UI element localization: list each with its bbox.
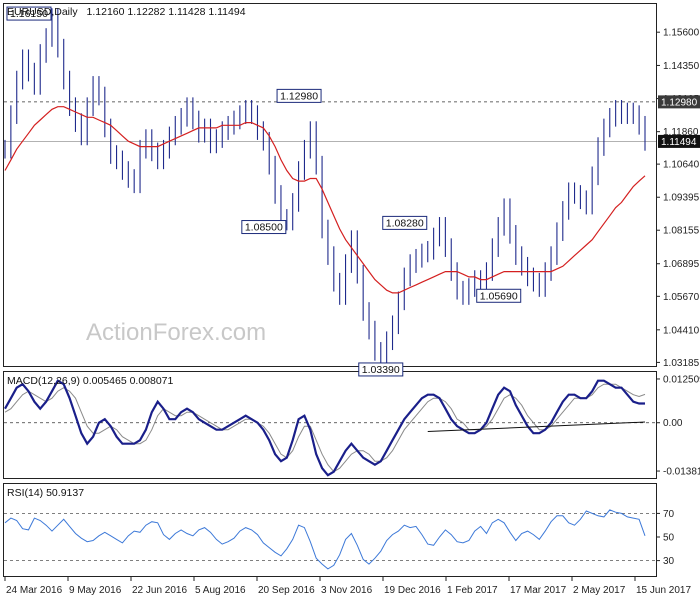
y-tick-label: 1.09395 (663, 193, 700, 204)
x-tick-label: 17 Mar 2017 (510, 585, 567, 596)
macd-y-tick-label: 0.00 (663, 418, 683, 429)
rsi-y-tick-label: 30 (663, 556, 675, 567)
rsi-panel (3, 483, 657, 577)
x-tick-label: 22 Jun 2016 (132, 585, 187, 596)
callout-label: 1.08280 (386, 217, 424, 229)
y-tick-label: 1.08155 (663, 226, 700, 237)
rsi-y-tick-label: 50 (663, 533, 675, 544)
x-tick-label: 1 Feb 2017 (447, 585, 498, 596)
callout-label: 1.12980 (280, 90, 318, 102)
moving-average-line (4, 106, 646, 294)
price-callout: 1.16150 (6, 6, 52, 21)
y-tick-label: 1.10640 (663, 160, 700, 171)
macd-y-tick-label: -0.013813 (663, 467, 700, 478)
macd-trendline (427, 421, 646, 432)
price-callout: 1.05690 (476, 288, 522, 303)
resistance-level-tag: 1.12980 (658, 95, 700, 109)
watermark: ActionForex.com (86, 319, 266, 346)
x-tick-label: 2 May 2017 (573, 585, 626, 596)
y-tick-label: 1.14350 (663, 61, 700, 72)
callout-label: 1.08500 (245, 222, 283, 234)
price-callout: 1.08500 (241, 220, 287, 235)
y-tick-label: 1.03185 (663, 358, 700, 369)
current-price-tag: 1.11494 (658, 134, 700, 148)
y-tick-label: 1.06895 (663, 259, 700, 270)
y-tick-label: 1.15600 (663, 28, 700, 39)
callout-label: 1.03390 (362, 364, 400, 376)
rsi-y-tick-label: 70 (663, 509, 675, 520)
price-panel (3, 3, 657, 367)
y-tick-label: 1.11860 (663, 127, 699, 138)
rsi-title: RSI(14) 50.9137 (7, 487, 84, 499)
macd-line (4, 379, 645, 477)
level-tag-label: 1.11494 (661, 137, 697, 148)
x-tick-label: 9 May 2016 (69, 585, 122, 596)
x-tick-label: 5 Aug 2016 (195, 585, 246, 596)
macd-y-tick-label: 0.012509 (663, 374, 700, 385)
macd-title: MACD(12,26,9) 0.005465 0.008071 (7, 375, 174, 387)
y-tick-label: 1.05670 (663, 292, 700, 303)
x-tick-label: 19 Dec 2016 (384, 585, 441, 596)
price-callout: 1.08280 (382, 215, 428, 230)
x-tick-label: 20 Sep 2016 (258, 585, 315, 596)
x-tick-label: 15 Jun 2017 (636, 585, 691, 596)
rsi-line (4, 509, 646, 570)
macd-panel (3, 371, 657, 479)
callout-label: 1.05690 (480, 290, 518, 302)
x-tick-label: 24 Mar 2016 (6, 585, 63, 596)
x-tick-label: 3 Nov 2016 (321, 585, 373, 596)
price-callout: 1.03390 (358, 362, 404, 377)
y-tick-label: 1.04410 (663, 325, 700, 336)
level-tag-label: 1.12980 (661, 97, 698, 108)
price-callout: 1.12980 (276, 88, 322, 103)
chart-title: EURUSD,Daily 1.12160 1.12282 1.11428 1.1… (7, 6, 246, 18)
callout-label: 1.16150 (10, 8, 48, 20)
